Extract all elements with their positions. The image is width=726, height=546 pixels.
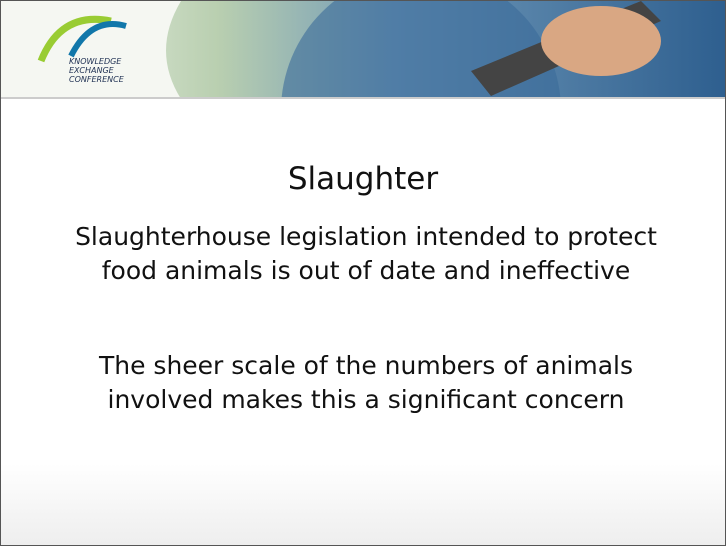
- paragraph: The sheer scale of the numbers of animal…: [56, 349, 676, 417]
- slide: KNOWLEDGE EXCHANGE CONFERENCE Slaughter …: [0, 0, 726, 546]
- logo-text: EXCHANGE: [69, 66, 114, 75]
- page: KNOWLEDGE EXCHANGE CONFERENCE Slaughter …: [0, 0, 726, 546]
- slide-title: Slaughter: [1, 161, 725, 197]
- banner: [1, 1, 725, 99]
- logo-text: KNOWLEDGE: [69, 57, 121, 66]
- paragraph: Slaughterhouse legislation intended to p…: [56, 220, 676, 288]
- logo-text: CONFERENCE: [69, 75, 124, 84]
